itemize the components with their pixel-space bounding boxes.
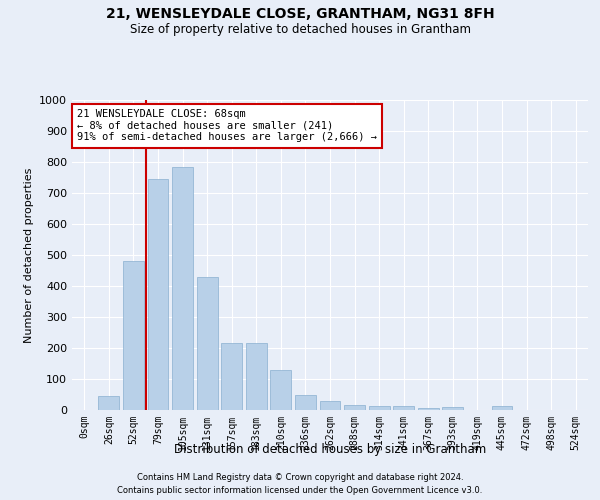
Bar <box>221 344 242 410</box>
Bar <box>148 179 169 410</box>
Bar <box>197 276 218 410</box>
Text: Distribution of detached houses by size in Grantham: Distribution of detached houses by size … <box>174 442 486 456</box>
Text: 21, WENSLEYDALE CLOSE, GRANTHAM, NG31 8FH: 21, WENSLEYDALE CLOSE, GRANTHAM, NG31 8F… <box>106 8 494 22</box>
Bar <box>98 396 119 410</box>
Y-axis label: Number of detached properties: Number of detached properties <box>23 168 34 342</box>
Text: Size of property relative to detached houses in Grantham: Size of property relative to detached ho… <box>130 22 470 36</box>
Bar <box>491 406 512 410</box>
Bar <box>172 166 193 410</box>
Bar <box>418 408 439 410</box>
Bar <box>344 406 365 410</box>
Bar <box>295 394 316 410</box>
Text: 21 WENSLEYDALE CLOSE: 68sqm
← 8% of detached houses are smaller (241)
91% of sem: 21 WENSLEYDALE CLOSE: 68sqm ← 8% of deta… <box>77 110 377 142</box>
Text: Contains public sector information licensed under the Open Government Licence v3: Contains public sector information licen… <box>118 486 482 495</box>
Bar <box>393 406 414 410</box>
Bar <box>123 261 144 410</box>
Bar <box>442 407 463 410</box>
Bar <box>246 344 267 410</box>
Bar <box>271 370 292 410</box>
Text: Contains HM Land Registry data © Crown copyright and database right 2024.: Contains HM Land Registry data © Crown c… <box>137 472 463 482</box>
Bar <box>320 402 340 410</box>
Bar <box>368 406 389 410</box>
